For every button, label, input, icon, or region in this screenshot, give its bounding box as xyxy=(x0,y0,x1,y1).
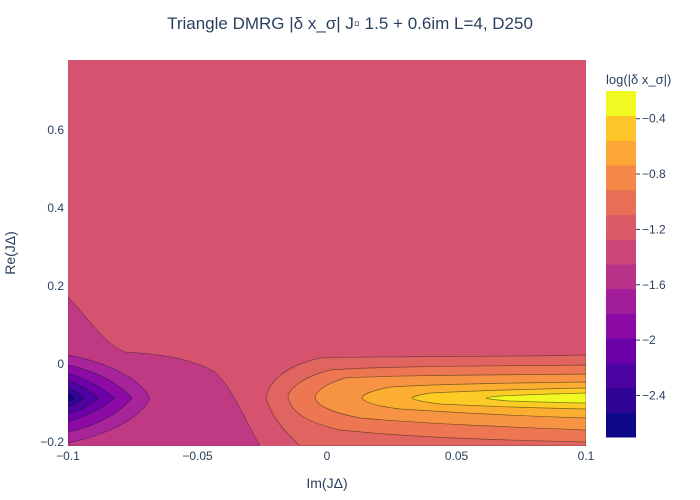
contour-left-7 xyxy=(68,393,75,403)
contour-left-6 xyxy=(68,387,85,408)
x-tick-label: −0.1 xyxy=(56,449,80,463)
colorbar-tick-label: −0.4 xyxy=(642,112,666,126)
chart-title: Triangle DMRG |δ x_σ| J▫ 1.5 + 0.6im L=4… xyxy=(167,14,533,33)
colorbar-tick-label: −1.6 xyxy=(642,278,666,292)
x-tick-label: −0.05 xyxy=(182,449,213,463)
colorbar-segment xyxy=(606,288,636,314)
colorbar xyxy=(606,91,636,438)
y-axis-title: Re(JΔ) xyxy=(2,231,18,275)
y-tick-label: 0.4 xyxy=(47,201,64,215)
colorbar-segment xyxy=(606,214,636,240)
colorbar-segment xyxy=(606,338,636,364)
y-tick-label: −0.2 xyxy=(40,435,64,449)
colorbar-segment xyxy=(606,189,636,216)
colorbar-segment xyxy=(606,239,636,265)
colorbar-title: log(|δ x_σ|) xyxy=(606,72,671,87)
y-axis-ticks: −0.2 0 0.2 0.4 0.6 xyxy=(40,123,64,449)
x-tick-label: 0 xyxy=(324,449,331,463)
y-tick-label: 0.2 xyxy=(47,279,64,293)
colorbar-segment xyxy=(606,387,636,413)
contour-right-6 xyxy=(485,392,586,404)
x-axis-ticks: −0.1 −0.05 0 0.05 0.1 xyxy=(56,449,595,463)
y-tick-label: 0 xyxy=(57,357,64,371)
colorbar-segment xyxy=(606,313,636,339)
x-tick-label: 0.1 xyxy=(578,449,595,463)
colorbar-tick-label: −0.8 xyxy=(642,167,666,181)
colorbar-tick-label: −2 xyxy=(642,333,656,347)
colorbar-segment xyxy=(606,362,636,389)
x-tick-label: 0.05 xyxy=(445,449,469,463)
colorbar-segment xyxy=(606,264,636,290)
x-axis-title: Im(JΔ) xyxy=(306,475,347,491)
colorbar-tick-label: −1.2 xyxy=(642,222,666,236)
colorbar-segment xyxy=(606,165,636,191)
colorbar-segment xyxy=(606,140,636,166)
colorbar-segment xyxy=(606,91,636,117)
plot-area[interactable] xyxy=(68,60,586,446)
colorbar-tick-label: −2.4 xyxy=(642,388,666,402)
colorbar-segment xyxy=(606,115,636,141)
colorbar-segment xyxy=(606,412,636,438)
colorbar-ticks: −0.4 −0.8 −1.2 −1.6 −2 −2.4 xyxy=(636,112,666,402)
y-tick-label: 0.6 xyxy=(47,123,64,137)
